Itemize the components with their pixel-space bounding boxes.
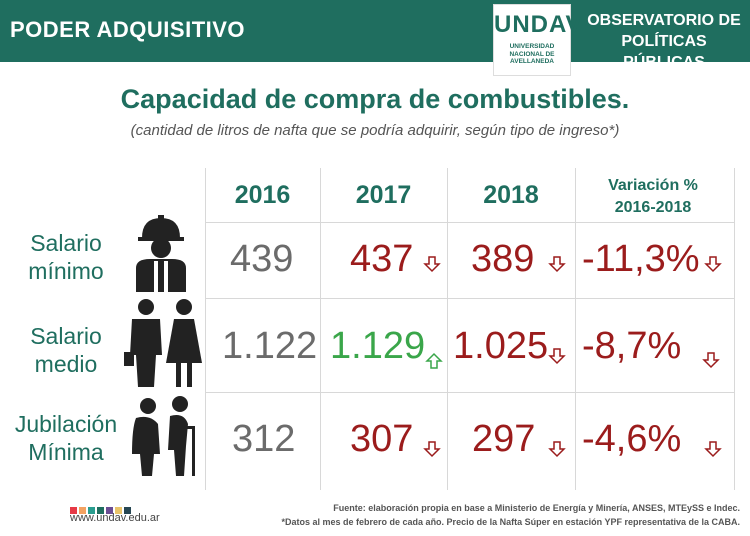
row-label-salario-minimo: Salario mínimo (10, 229, 122, 285)
website-url: www.undav.edu.ar (70, 512, 160, 524)
row-label-line: Mínima (28, 439, 104, 465)
row-label-line: Salario (30, 230, 102, 256)
logo-subtitle: UNIVERSIDAD NACIONAL DE AVELLANEDA (494, 43, 570, 66)
logo-sub-2: NACIONAL DE (509, 50, 555, 58)
grid-vline (734, 168, 735, 490)
worker-icon (136, 215, 186, 292)
chart-title: Capacidad de compra de combustibles. (120, 84, 630, 114)
row-label-line: Jubilación (14, 411, 118, 437)
row-label-line: medio (34, 351, 98, 377)
row-label-line: Salario (30, 323, 102, 349)
cell-salario-minimo-variation: -11,3% (582, 238, 700, 280)
data-note: *Datos al mes de febrero de cada año. Pr… (281, 517, 741, 527)
couple-icon (124, 299, 202, 387)
logo-text: UNDAV (494, 11, 583, 38)
arrow-down-icon (702, 352, 720, 369)
grid-vline (205, 168, 206, 490)
observatory-line-2: POLÍTICAS PÚBLICAS (621, 33, 707, 71)
brand-dot (70, 507, 77, 514)
cell-salario-medio-2017: 1.129 (330, 325, 426, 367)
brand-dot (97, 507, 104, 514)
arrow-down-icon (548, 256, 566, 273)
brand-dot (79, 507, 86, 514)
column-header-2016: 2016 (234, 181, 291, 209)
undav-logo: UNDAV UNIVERSIDAD NACIONAL DE AVELLANEDA (493, 4, 583, 76)
arrow-down-icon (548, 348, 566, 365)
logo-sub-3: AVELLANEDA (510, 58, 554, 65)
arrow-down-icon (548, 441, 566, 458)
cell-jubilacion-minima-2016: 312 (232, 418, 296, 460)
brand-dot (88, 507, 95, 514)
row-label-line: mínimo (28, 258, 104, 284)
grid-hline (205, 298, 735, 299)
cell-salario-medio-variation: -8,7% (582, 325, 682, 367)
cell-salario-minimo-2018: 389 (471, 238, 535, 280)
header-bar: PODER ADQUISITIVO OBSERVATORIO DE POLÍTI… (0, 0, 750, 71)
row-label-jubilacion-minima: Jubilación Mínima (10, 410, 122, 466)
arrow-down-icon (704, 441, 722, 458)
logo-sub-1: UNIVERSIDAD (509, 43, 555, 50)
arrow-down-icon (704, 256, 722, 273)
brand-dot (124, 507, 131, 514)
cell-salario-minimo-2017: 437 (350, 238, 414, 280)
column-header-2017: 2017 (355, 181, 412, 209)
row-label-salario-medio: Salario medio (10, 322, 122, 378)
observatory-line-1: OBSERVATORIO DE (587, 12, 741, 29)
cell-jubilacion-minima-2017: 307 (350, 418, 414, 460)
elderly-couple-icon (132, 396, 195, 476)
observatory-title: OBSERVATORIO DE POLÍTICAS PÚBLICAS (580, 10, 748, 73)
arrow-down-icon (423, 441, 441, 458)
header-title: PODER ADQUISITIVO (10, 17, 246, 42)
grid-vline (447, 168, 448, 490)
brand-dots (70, 501, 133, 519)
arrow-down-icon (423, 256, 441, 273)
grid-vline (320, 168, 321, 490)
cell-jubilacion-minima-variation: -4,6% (582, 418, 682, 460)
cell-salario-medio-2018: 1.025 (453, 325, 549, 367)
cell-salario-minimo-2016: 439 (230, 238, 294, 280)
chart-subtitle: (cantidad de litros de nafta que se podr… (130, 122, 620, 139)
variation-label: Variación % (608, 177, 698, 194)
cell-jubilacion-minima-2018: 297 (472, 418, 536, 460)
grid-vline (575, 168, 576, 490)
grid-hline (205, 392, 735, 393)
column-header-2018: 2018 (483, 181, 539, 209)
source-note: Fuente: elaboración propia en base a Min… (333, 503, 740, 513)
brand-dot (106, 507, 113, 514)
variation-range: 2016-2018 (614, 199, 692, 216)
arrow-up-icon (425, 352, 443, 369)
column-header-variation: Variación % 2016-2018 (578, 175, 728, 219)
cell-salario-medio-2016: 1.122 (222, 325, 318, 367)
grid-hline (205, 222, 735, 223)
brand-dot (115, 507, 122, 514)
